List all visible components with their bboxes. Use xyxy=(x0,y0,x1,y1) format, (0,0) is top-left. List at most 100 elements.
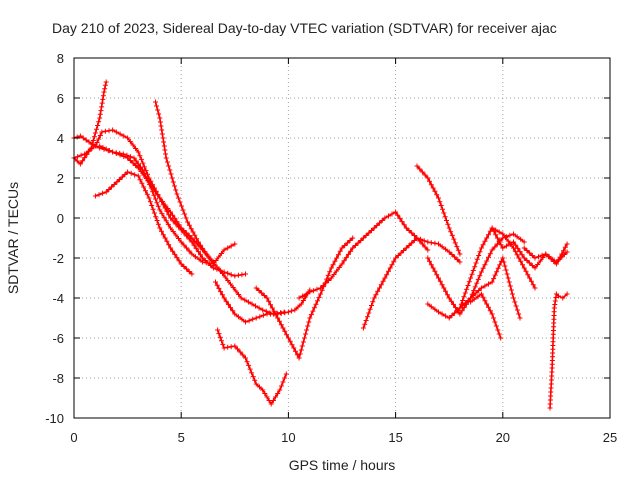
data-point xyxy=(478,269,484,275)
data-point xyxy=(162,147,168,153)
series-line xyxy=(298,211,429,299)
data-point xyxy=(125,135,131,141)
data-point xyxy=(154,103,159,109)
data-point xyxy=(464,286,470,292)
data-point xyxy=(422,244,428,250)
data-point xyxy=(393,209,399,215)
data-point xyxy=(155,221,161,227)
data-point xyxy=(465,283,471,288)
data-point xyxy=(243,319,248,325)
data-point xyxy=(484,235,490,241)
data-point xyxy=(219,338,224,344)
data-point xyxy=(451,236,457,242)
data-point xyxy=(204,252,210,258)
data-point xyxy=(162,235,168,241)
data-point xyxy=(507,241,513,247)
data-point xyxy=(218,289,224,295)
data-point xyxy=(325,272,331,278)
data-point xyxy=(168,209,173,215)
data-point xyxy=(443,313,449,319)
data-point xyxy=(98,108,104,114)
data-point xyxy=(94,140,100,145)
data-point xyxy=(215,327,221,333)
data-point xyxy=(220,341,226,347)
data-point xyxy=(302,335,307,341)
data-point xyxy=(514,307,520,313)
data-point xyxy=(559,254,565,260)
data-point xyxy=(260,307,266,313)
data-point xyxy=(250,374,256,380)
data-point xyxy=(120,151,126,157)
data-point xyxy=(164,238,170,244)
data-point xyxy=(471,288,477,294)
data-point xyxy=(529,263,535,268)
data-point xyxy=(389,211,395,217)
data-point xyxy=(334,255,340,261)
data-point xyxy=(432,306,438,312)
data-point xyxy=(505,238,511,244)
data-point xyxy=(282,375,288,381)
data-point xyxy=(228,243,234,249)
data-point xyxy=(386,268,391,274)
data-point xyxy=(166,212,172,218)
data-point xyxy=(441,285,447,291)
data-point xyxy=(194,236,200,242)
data-point xyxy=(448,229,454,235)
data-point xyxy=(102,82,108,88)
data-point xyxy=(266,298,272,304)
data-point xyxy=(516,311,522,317)
data-point xyxy=(176,258,182,264)
data-point xyxy=(216,254,222,260)
data-point xyxy=(246,318,252,324)
data-point xyxy=(96,192,102,198)
data-point xyxy=(86,139,92,145)
data-point xyxy=(233,288,239,294)
data-point xyxy=(89,146,95,152)
data-point xyxy=(186,269,192,274)
data-point xyxy=(150,189,156,195)
data-point xyxy=(411,233,417,238)
series-arc-4 xyxy=(92,169,195,277)
data-point xyxy=(341,258,347,264)
data-point xyxy=(217,267,223,273)
series-line xyxy=(216,329,288,405)
data-point xyxy=(399,219,405,225)
data-point xyxy=(261,293,267,298)
data-point xyxy=(505,275,511,281)
data-point xyxy=(494,235,500,241)
data-point xyxy=(438,203,444,208)
data-point xyxy=(527,250,533,256)
data-point xyxy=(232,241,238,247)
data-point xyxy=(181,264,187,269)
data-point xyxy=(486,281,491,287)
data-point xyxy=(486,304,491,310)
data-point xyxy=(449,252,455,257)
data-point xyxy=(158,123,164,129)
series-arc-9 xyxy=(253,235,356,361)
data-point xyxy=(90,141,96,147)
data-point xyxy=(243,271,248,277)
data-point xyxy=(253,315,259,321)
data-point xyxy=(277,318,282,324)
data-point xyxy=(511,245,516,251)
data-point xyxy=(493,232,499,238)
axis-ticks: -10 -8 -6 -4 -2 0 2 4 6 8 0 5 10 15 20 25 xyxy=(45,51,617,445)
y-tick-label: -8 xyxy=(52,371,64,386)
data-point xyxy=(146,175,152,181)
data-point xyxy=(147,181,152,187)
data-point xyxy=(436,309,441,315)
data-point xyxy=(189,271,195,277)
data-point xyxy=(190,229,196,235)
data-point xyxy=(270,398,276,403)
data-point xyxy=(186,222,192,228)
data-point xyxy=(409,230,415,236)
data-point xyxy=(371,225,377,231)
series-arc-5 xyxy=(97,143,238,267)
data-point xyxy=(440,206,445,212)
data-point xyxy=(291,345,297,351)
data-point xyxy=(474,280,480,286)
data-point xyxy=(188,226,194,232)
data-point xyxy=(260,312,266,318)
data-point xyxy=(170,248,176,254)
data-point xyxy=(177,199,183,205)
